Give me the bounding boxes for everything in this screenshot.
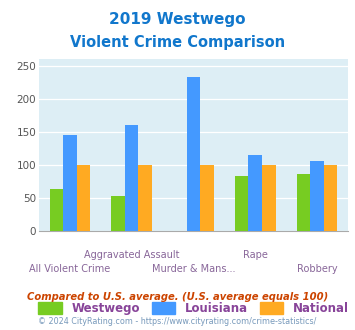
Text: Murder & Mans...: Murder & Mans... (152, 264, 235, 274)
Bar (248, 155, 262, 231)
Bar (262, 165, 275, 231)
Bar (63, 135, 77, 231)
Text: Rape: Rape (243, 250, 268, 260)
Bar (187, 77, 200, 231)
Text: All Violent Crime: All Violent Crime (29, 264, 110, 274)
Text: 2019 Westwego: 2019 Westwego (109, 12, 246, 26)
Bar (235, 176, 248, 231)
Bar (200, 165, 214, 231)
Text: Aggravated Assault: Aggravated Assault (84, 250, 180, 260)
Text: Compared to U.S. average. (U.S. average equals 100): Compared to U.S. average. (U.S. average … (27, 292, 328, 302)
Bar (77, 165, 90, 231)
Text: © 2024 CityRating.com - https://www.cityrating.com/crime-statistics/: © 2024 CityRating.com - https://www.city… (38, 317, 317, 326)
Legend: Westwego, Louisiana, National: Westwego, Louisiana, National (38, 302, 349, 315)
Bar (297, 174, 310, 231)
Bar (125, 125, 138, 231)
Text: Robbery: Robbery (297, 264, 337, 274)
Bar (310, 161, 324, 231)
Bar (324, 165, 337, 231)
Text: Violent Crime Comparison: Violent Crime Comparison (70, 35, 285, 50)
Bar (111, 196, 125, 231)
Bar (138, 165, 152, 231)
Bar (50, 189, 63, 231)
